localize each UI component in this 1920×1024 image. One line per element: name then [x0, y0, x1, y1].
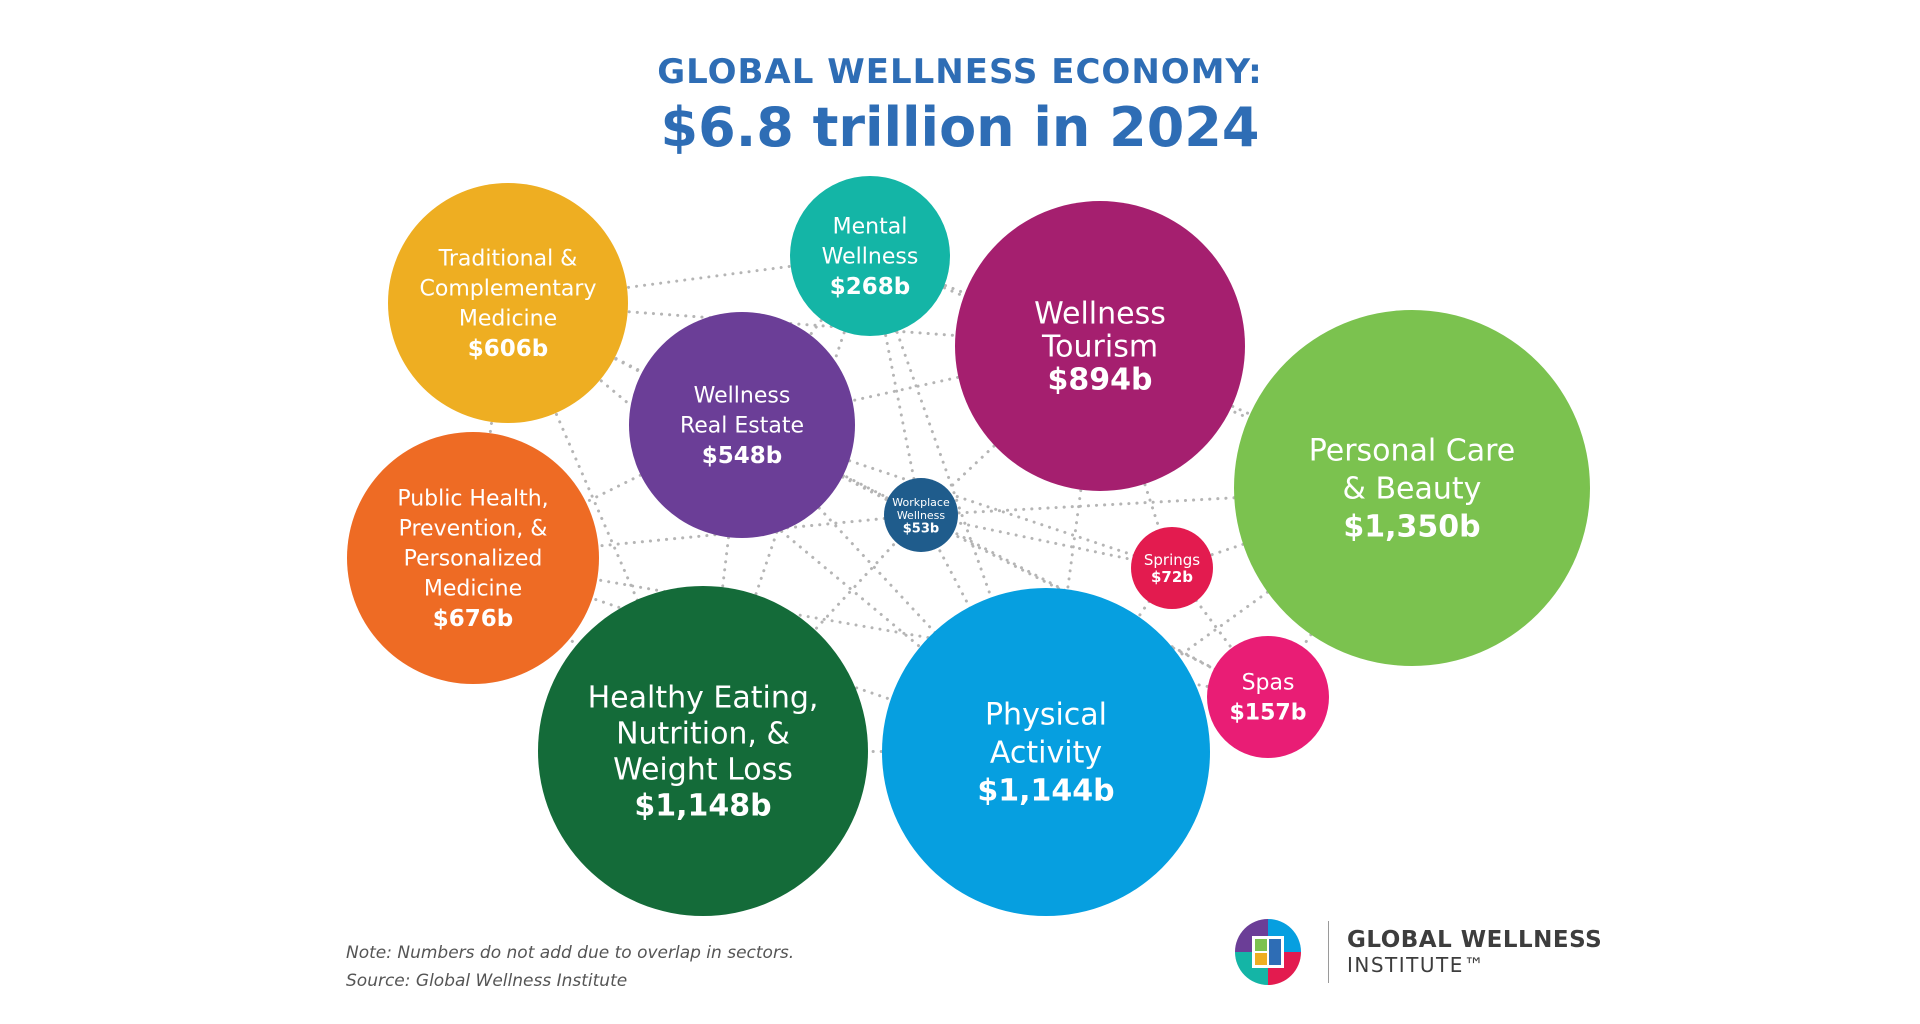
bubble-circle	[955, 201, 1245, 491]
sector-bubble: Healthy Eating,Nutrition, &Weight Loss$1…	[538, 586, 868, 916]
logo-line2: INSTITUTE™	[1347, 953, 1486, 977]
bubble-value: $1,350b	[1343, 510, 1480, 545]
bubble-label: Nutrition, &	[616, 717, 790, 752]
bubbles: Traditional & Complementary Medicine $606b M…	[347, 176, 1590, 916]
connector-line	[1170, 566, 1270, 699]
logo-divider	[1328, 921, 1329, 983]
bubble-label: Public Health,	[397, 487, 548, 512]
bubble-label: Prevention, &	[399, 517, 548, 542]
bubble-label: Real Estate	[680, 414, 804, 439]
bubble-value: $268b	[830, 274, 910, 300]
bubble-label: Springs	[1144, 551, 1200, 569]
bubble-label: Workplace	[892, 496, 950, 509]
gwi-logo-icon	[1235, 919, 1301, 985]
chart-header: GLOBAL WELLNESS ECONOMY: $6.8 trillion i…	[0, 52, 1920, 159]
footnote: Note: Numbers do not add due to overlap …	[346, 939, 794, 995]
bubble-label: Tourism	[1041, 330, 1158, 365]
bubble-circle	[538, 586, 868, 916]
logo-line1: GLOBAL WELLNESS	[1347, 927, 1603, 953]
bubble-value: $1,148b	[634, 789, 771, 824]
chart-subtitle: $6.8 trillion in 2024	[660, 96, 1260, 159]
sector-bubble: Wellness Real Estate $548b	[629, 312, 855, 538]
bubble-circle	[882, 588, 1210, 916]
bubble-label: Medicine	[424, 577, 522, 602]
connector-line	[868, 254, 923, 517]
bubble-label: Weight Loss	[613, 753, 793, 788]
bubble-label: Medicine	[459, 307, 557, 332]
bubble-circle	[388, 183, 628, 423]
sector-bubble: Public Health, Prevention, & Personalized M…	[347, 432, 599, 684]
bubble-label: Personalized	[404, 547, 543, 572]
connector-line	[919, 513, 1174, 570]
bubble-circle	[1207, 636, 1329, 758]
sector-bubble: Personal Care& Beauty$1,350b	[1234, 310, 1590, 666]
sector-bubble: Spas $157b	[1207, 636, 1329, 758]
bubble-label: Wellness	[1034, 297, 1166, 332]
bubble-label: Wellness	[694, 384, 791, 409]
logo-text: GLOBAL WELLNESS INSTITUTE™	[1347, 927, 1602, 977]
chart-title: GLOBAL WELLNESS ECONOMY:	[657, 52, 1263, 92]
sector-bubble: Traditional & Complementary Medicine $606b	[388, 183, 628, 423]
bubble-circle	[884, 478, 958, 552]
note-text: Note: Numbers do not add due to overlap …	[346, 943, 795, 963]
bubble-label: Wellness	[897, 509, 946, 522]
sector-bubble: Springs$72b	[1131, 527, 1213, 609]
connector-line	[868, 254, 1414, 490]
bubble-label: Traditional &	[438, 247, 578, 272]
bubble-label: Personal Care	[1309, 434, 1516, 469]
bubble-label: & Beauty	[1343, 472, 1482, 507]
bubble-label: Healthy Eating,	[588, 681, 819, 716]
sector-bubble: Mental Wellness $268b	[790, 176, 950, 336]
connector-line	[1170, 486, 1414, 570]
bubble-label: Mental	[833, 215, 908, 240]
bubble-value: $548b	[702, 443, 782, 469]
connector-line	[1044, 486, 1414, 754]
bubble-label: Spas	[1242, 671, 1295, 696]
bubble-value: $676b	[433, 606, 513, 632]
bubble-value: $157b	[1230, 701, 1307, 726]
connector-line	[740, 423, 1174, 570]
connector-line	[471, 301, 510, 560]
bubble-label: Complementary	[420, 277, 597, 302]
bubble-value: $72b	[1151, 568, 1193, 586]
bubble-value: $606b	[468, 336, 548, 362]
bubble-label: Activity	[990, 736, 1102, 771]
bubble-circle	[1234, 310, 1590, 666]
bubble-label: Wellness	[822, 245, 919, 270]
source-text: Source: Global Wellness Institute	[346, 971, 628, 991]
bubble-value: $1,144b	[977, 774, 1114, 809]
gwi-logo: GLOBAL WELLNESS INSTITUTE™	[1232, 912, 1632, 992]
bubble-circle	[629, 312, 855, 538]
bubble-value: $53b	[903, 521, 939, 536]
bubble-label: Physical	[985, 698, 1107, 733]
bubble-circle	[790, 176, 950, 336]
bubble-circle	[1131, 527, 1213, 609]
bubble-value: $894b	[1048, 363, 1153, 398]
bubble-circle	[347, 432, 599, 684]
